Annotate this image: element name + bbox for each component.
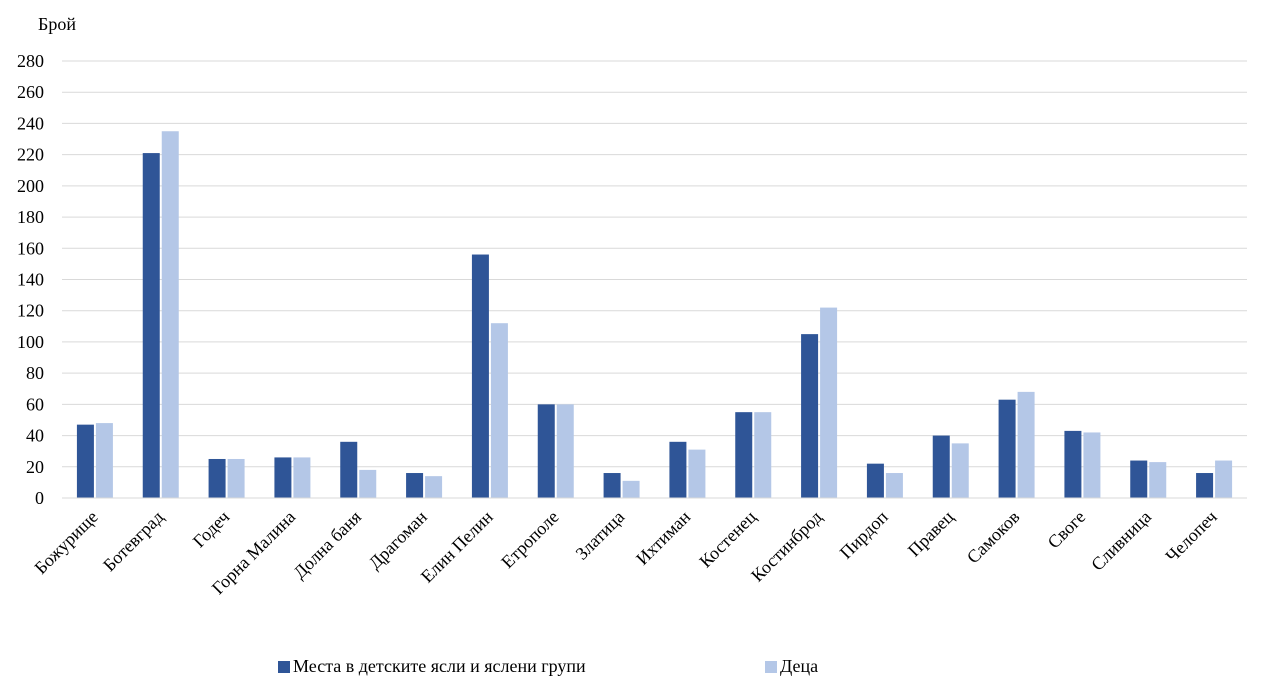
- bar: [1149, 462, 1167, 498]
- bar: [801, 334, 819, 498]
- x-tick-label: Етрополе: [497, 507, 562, 572]
- bar: [885, 473, 903, 498]
- bars: [76, 131, 1233, 498]
- y-tick-label: 100: [17, 332, 44, 352]
- bar: [866, 463, 884, 498]
- bar: [208, 458, 226, 498]
- y-tick-label: 0: [35, 488, 44, 508]
- y-tick-label: 60: [26, 394, 44, 414]
- bar: [1196, 473, 1214, 498]
- x-tick-label: Годеч: [189, 507, 234, 552]
- x-tick-label: Костенец: [695, 506, 760, 571]
- bar: [293, 457, 311, 498]
- x-tick-label: Драгоман: [365, 506, 432, 573]
- bar: [340, 441, 358, 498]
- x-tick-label: Ихтиман: [632, 506, 694, 568]
- x-tick-label: Своге: [1044, 507, 1090, 553]
- bar: [735, 412, 753, 498]
- y-tick-label: 220: [17, 145, 44, 165]
- x-tick-label: Самоков: [963, 507, 1024, 568]
- x-tick-label: Златица: [572, 507, 629, 564]
- x-tick-label: Пирдоп: [836, 506, 892, 562]
- bar: [95, 423, 113, 498]
- bar: [754, 412, 772, 498]
- bar: [669, 441, 687, 498]
- y-tick-label: 240: [17, 113, 44, 133]
- bar: [932, 435, 950, 498]
- bar: [603, 473, 621, 498]
- bar: [227, 458, 245, 498]
- x-tick-label: Костинброд: [747, 507, 826, 586]
- x-tick-label: Долна баня: [289, 507, 365, 583]
- y-tick-label: 160: [17, 238, 44, 258]
- bar: [688, 449, 706, 498]
- x-tick-label: Божурище: [30, 507, 101, 578]
- bar: [1083, 432, 1101, 498]
- y-tick-label: 140: [17, 270, 44, 290]
- y-axis-ticks: 0 20 40 60 80 100 120 140 160 180 200 220 240 260 280: [17, 51, 44, 508]
- x-tick-label: Елин Пелин: [417, 506, 497, 586]
- bar: [359, 469, 377, 498]
- x-tick-label: Ботевград: [99, 507, 168, 576]
- legend-swatch: [765, 661, 777, 673]
- bar: [1017, 391, 1035, 498]
- bar: [274, 457, 292, 498]
- y-tick-label: 20: [26, 457, 44, 477]
- x-tick-label: Правец: [904, 506, 958, 560]
- y-tick-label: 80: [26, 363, 44, 383]
- bar: [556, 404, 574, 498]
- y-tick-label: 180: [17, 207, 44, 227]
- y-tick-label: 40: [26, 426, 44, 446]
- gridlines: [62, 60, 1247, 468]
- bar: [622, 480, 640, 498]
- y-tick-label: 280: [17, 51, 44, 71]
- bar: [406, 473, 424, 498]
- legend-label: Места в детските ясли и яслени групи: [293, 656, 586, 676]
- bar: [998, 399, 1016, 498]
- bar: [161, 131, 179, 498]
- legend: Места в детските ясли и яслени групи Деца: [278, 656, 818, 676]
- bar: [1215, 460, 1233, 498]
- bar: [142, 153, 160, 498]
- bar: [471, 254, 489, 498]
- bar: [490, 323, 508, 498]
- legend-swatch: [278, 661, 290, 673]
- y-tick-label: 120: [17, 301, 44, 321]
- bar: [1064, 430, 1082, 498]
- bar: [1130, 460, 1148, 498]
- bar: [951, 443, 969, 498]
- bar: [820, 307, 838, 498]
- legend-label: Деца: [780, 656, 818, 676]
- bar: [76, 424, 94, 498]
- x-tick-label: Челопеч: [1162, 507, 1221, 566]
- y-axis-title: Брой: [38, 14, 76, 34]
- bar: [425, 476, 443, 498]
- bar: [537, 404, 555, 498]
- x-tick-label: Сливница: [1087, 507, 1155, 575]
- y-tick-label: 260: [17, 82, 44, 102]
- y-tick-label: 200: [17, 176, 44, 196]
